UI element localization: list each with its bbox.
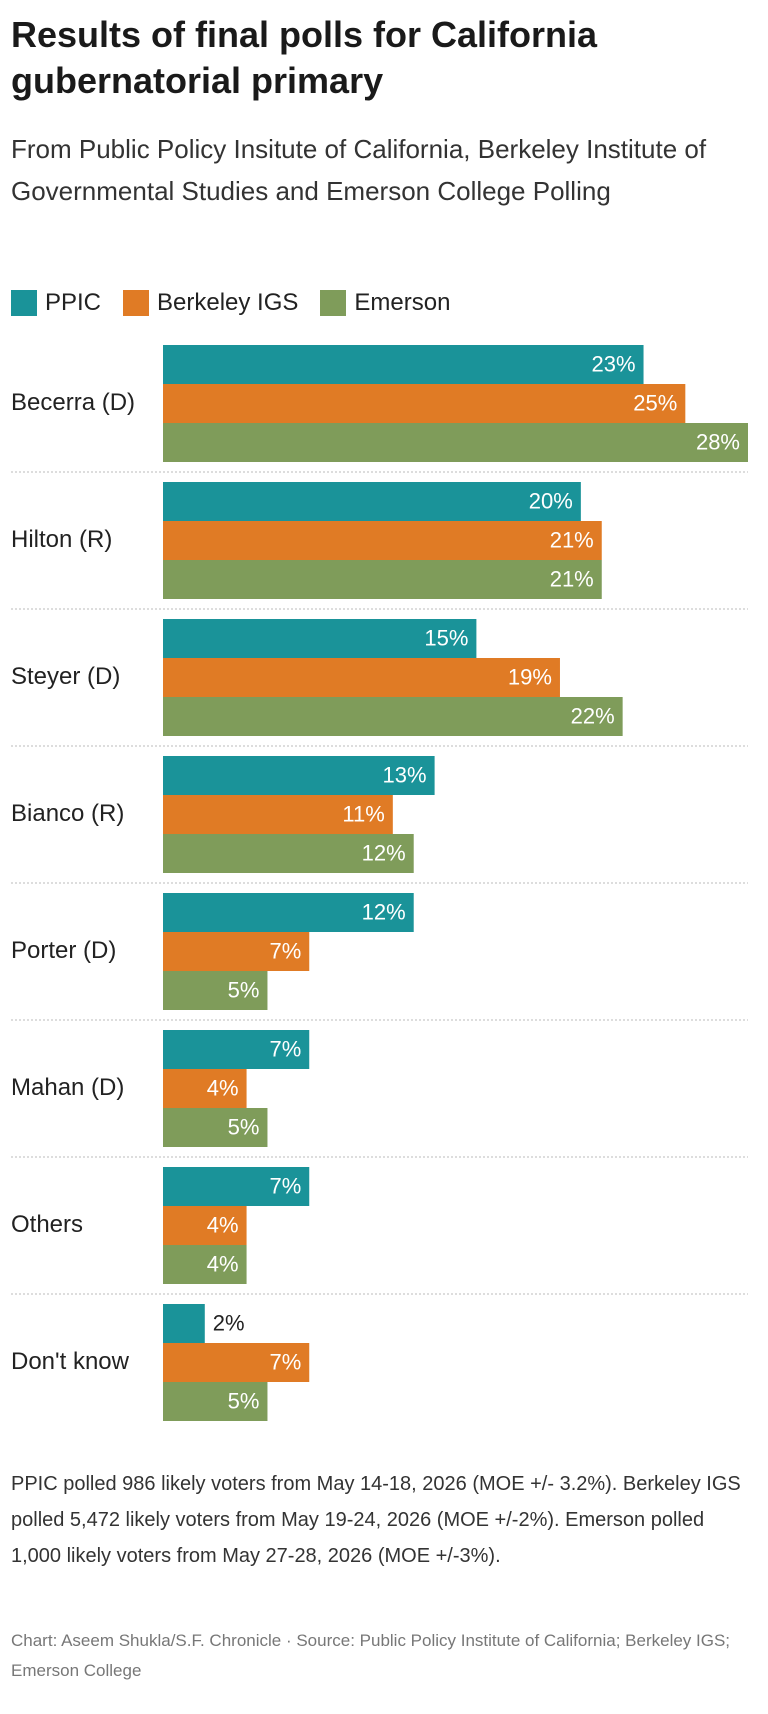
data-label: 11% — [342, 801, 384, 826]
legend-item: PPIC — [11, 289, 101, 317]
bar — [163, 697, 623, 736]
legend-label: Emerson — [354, 289, 451, 316]
legend-swatch — [123, 290, 150, 316]
data-label: 22% — [571, 703, 615, 728]
legend-label: PPIC — [45, 289, 102, 316]
data-label: 5% — [228, 977, 260, 1002]
category-label: Others — [11, 1211, 83, 1238]
data-label: 5% — [228, 1114, 260, 1139]
data-label: 21% — [550, 527, 594, 552]
legend-swatch — [11, 290, 37, 316]
chart: Becerra (D) 23% 25% 28% Hilton (R) 20% 21% 21% S… — [11, 345, 748, 1421]
data-label: 12% — [362, 840, 406, 865]
bar — [163, 795, 393, 834]
credits: Chart: Aseem Shukla/S.F. Chronicle · Sou… — [11, 1631, 731, 1680]
bar — [163, 893, 414, 932]
bar — [163, 756, 435, 795]
bar — [163, 1245, 247, 1284]
legend-item: Emerson — [320, 289, 450, 317]
data-label: 21% — [550, 566, 594, 591]
data-label: 13% — [383, 762, 427, 787]
category-label: Porter (D) — [11, 937, 116, 964]
bar — [163, 384, 686, 423]
legend-item: Berkeley IGS — [123, 289, 298, 317]
bar — [163, 1167, 310, 1206]
legend-swatch — [320, 290, 347, 316]
legend-label: Berkeley IGS — [157, 289, 299, 316]
data-label: 4% — [207, 1251, 239, 1276]
bar — [163, 1069, 247, 1108]
chart-subtitle: From Public Policy Insitute of Californi… — [11, 134, 707, 206]
data-label: 23% — [591, 351, 635, 376]
footnote: PPIC polled 986 likely voters from May 1… — [11, 1473, 741, 1567]
data-label: 4% — [207, 1212, 239, 1237]
data-label: 19% — [508, 664, 552, 689]
bar — [163, 1206, 247, 1245]
bar — [163, 1382, 268, 1421]
chart-title: Results of final polls for California gu… — [11, 14, 598, 101]
bar — [163, 423, 748, 462]
legend: PPIC Berkeley IGS Emerson — [11, 286, 751, 320]
bar — [163, 658, 560, 697]
data-label: 15% — [424, 625, 468, 650]
data-label: 2% — [213, 1310, 245, 1335]
data-label: 5% — [228, 1388, 260, 1413]
data-label: 4% — [207, 1075, 239, 1100]
data-label: 7% — [269, 1173, 301, 1198]
data-label: 7% — [269, 1349, 301, 1374]
bar — [163, 521, 602, 560]
bar — [163, 1343, 310, 1382]
bar — [163, 482, 581, 521]
category-label: Hilton (R) — [11, 526, 112, 553]
category-label: Don't know — [11, 1348, 130, 1375]
data-label: 25% — [633, 390, 677, 415]
bar — [163, 1108, 268, 1147]
bar — [163, 1304, 205, 1343]
bar — [163, 971, 268, 1010]
bar — [163, 834, 414, 873]
bar — [163, 560, 602, 599]
bar — [163, 619, 477, 658]
data-label: 7% — [269, 938, 301, 963]
data-label: 28% — [696, 429, 740, 454]
bar — [163, 1030, 310, 1069]
category-label: Bianco (R) — [11, 800, 124, 827]
data-label: 20% — [529, 488, 573, 513]
bar — [163, 932, 310, 971]
category-label: Steyer (D) — [11, 663, 120, 690]
bar — [163, 345, 644, 384]
data-label: 12% — [362, 899, 406, 924]
data-label: 7% — [269, 1036, 301, 1061]
category-label: Mahan (D) — [11, 1074, 124, 1101]
category-label: Becerra (D) — [11, 389, 135, 416]
